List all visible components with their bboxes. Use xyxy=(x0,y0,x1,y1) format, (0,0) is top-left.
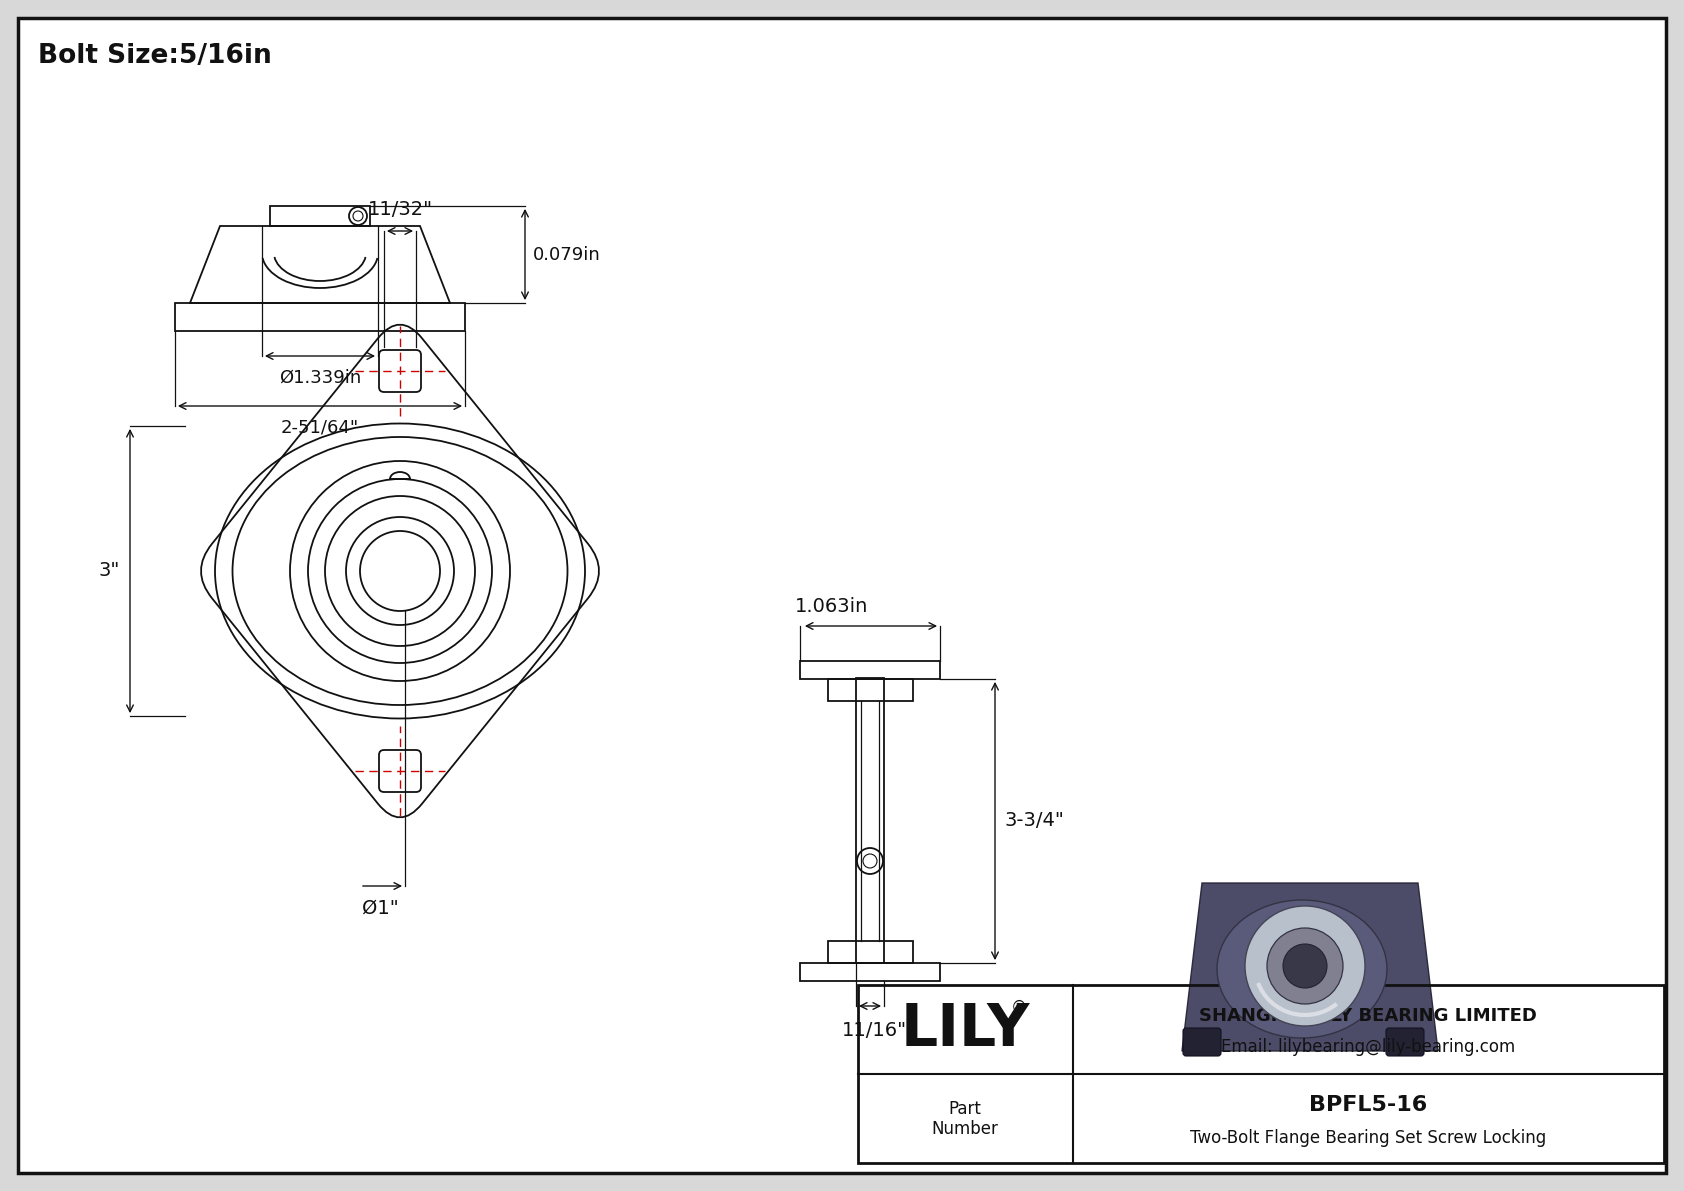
FancyBboxPatch shape xyxy=(1182,1028,1221,1056)
Ellipse shape xyxy=(1218,900,1388,1039)
Text: 3-3/4": 3-3/4" xyxy=(1005,811,1064,830)
Bar xyxy=(829,679,913,701)
Text: Part
Number: Part Number xyxy=(931,1099,999,1139)
Bar xyxy=(269,206,370,226)
FancyBboxPatch shape xyxy=(1386,1028,1425,1056)
Text: SHANGHAI LILY BEARING LIMITED: SHANGHAI LILY BEARING LIMITED xyxy=(1199,1008,1537,1025)
Text: Ø1.339in: Ø1.339in xyxy=(280,369,360,387)
Text: 1.063in: 1.063in xyxy=(795,597,869,616)
Bar xyxy=(800,964,940,981)
Bar xyxy=(859,985,1664,1162)
Text: 11/16": 11/16" xyxy=(842,1021,908,1040)
Circle shape xyxy=(1283,944,1327,989)
Text: BPFL5-16: BPFL5-16 xyxy=(1308,1096,1426,1115)
Bar xyxy=(855,678,884,964)
Text: 11/32": 11/32" xyxy=(367,200,433,219)
Bar xyxy=(800,661,940,679)
Text: 2-51/64": 2-51/64" xyxy=(281,419,359,437)
Text: 3": 3" xyxy=(99,561,120,580)
Text: Email: lilybearing@lily-bearing.com: Email: lilybearing@lily-bearing.com xyxy=(1221,1039,1516,1056)
Text: Ø1": Ø1" xyxy=(362,899,399,918)
Bar xyxy=(175,303,465,331)
Circle shape xyxy=(1266,928,1344,1004)
Text: Bolt Size:5/16in: Bolt Size:5/16in xyxy=(39,43,271,69)
Bar xyxy=(829,941,913,964)
Polygon shape xyxy=(1182,883,1438,1050)
Text: ®: ® xyxy=(1010,999,1027,1017)
Circle shape xyxy=(1244,906,1366,1025)
Text: Two-Bolt Flange Bearing Set Screw Locking: Two-Bolt Flange Bearing Set Screw Lockin… xyxy=(1191,1129,1546,1147)
Text: 0.079in: 0.079in xyxy=(534,245,601,263)
Text: LILY: LILY xyxy=(901,1002,1029,1059)
